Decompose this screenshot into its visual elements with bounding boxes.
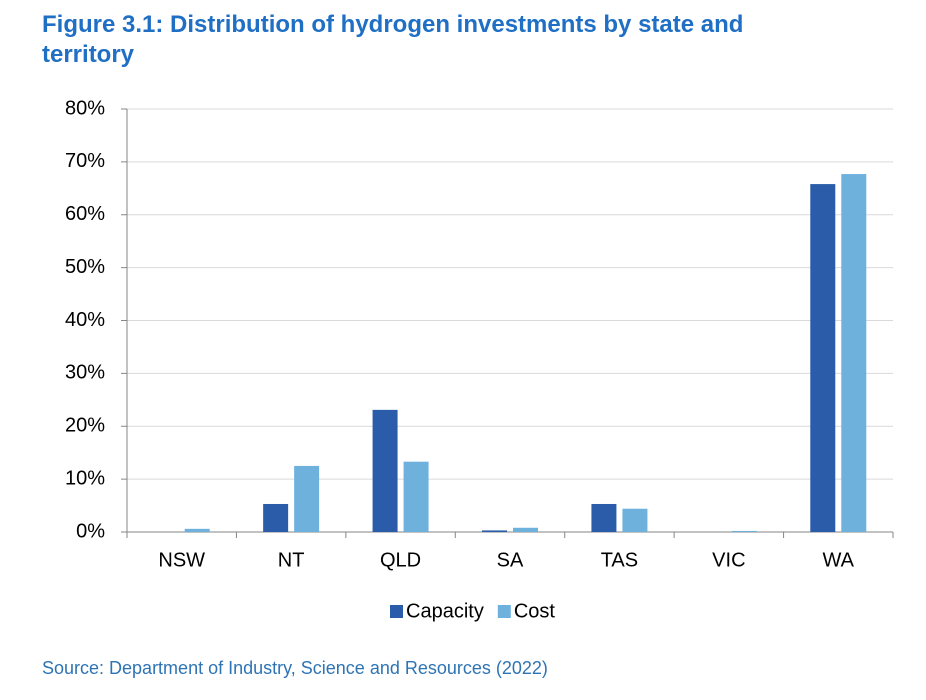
x-tick-label: NSW bbox=[158, 549, 205, 571]
x-tick-label: VIC bbox=[712, 549, 745, 571]
y-tick-label: 10% bbox=[65, 467, 105, 489]
legend-swatch bbox=[390, 605, 403, 618]
legend-label: Cost bbox=[514, 600, 556, 622]
bar bbox=[294, 465, 320, 532]
y-tick-label: 70% bbox=[65, 150, 105, 172]
x-tick-label: NT bbox=[278, 549, 305, 571]
bar bbox=[622, 508, 648, 532]
y-tick-label: 80% bbox=[65, 97, 105, 119]
chart: 0% 10% 20% 30% 40% 50% 60% 70% 80% NSW NT QLD SA TAS V… bbox=[65, 97, 894, 622]
bar bbox=[482, 530, 507, 532]
bar bbox=[403, 461, 429, 532]
x-tick-label: WA bbox=[823, 549, 855, 571]
x-tick-label: SA bbox=[497, 549, 524, 571]
legend-label: Capacity bbox=[406, 600, 484, 622]
x-tick-label: TAS bbox=[601, 549, 638, 571]
bar bbox=[810, 184, 836, 532]
x-tick-label: QLD bbox=[380, 549, 421, 571]
y-tick-label: 50% bbox=[65, 256, 105, 278]
chart-title: Figure 3.1: Distribution of hydrogen inv… bbox=[42, 11, 744, 68]
bar bbox=[513, 527, 538, 532]
y-tick-label: 30% bbox=[65, 362, 105, 384]
y-tick-label: 20% bbox=[65, 415, 105, 437]
bar bbox=[841, 174, 867, 532]
bar bbox=[184, 528, 210, 532]
y-tick-label: 60% bbox=[65, 203, 105, 225]
bar bbox=[591, 503, 617, 532]
y-tick-label: 0% bbox=[76, 520, 105, 542]
bar bbox=[372, 409, 398, 532]
legend-swatch bbox=[497, 605, 511, 618]
source-note: Source: Department of Industry, Science … bbox=[42, 658, 548, 678]
bar bbox=[263, 503, 289, 532]
bar bbox=[731, 530, 757, 532]
y-tick-label: 40% bbox=[65, 309, 105, 331]
